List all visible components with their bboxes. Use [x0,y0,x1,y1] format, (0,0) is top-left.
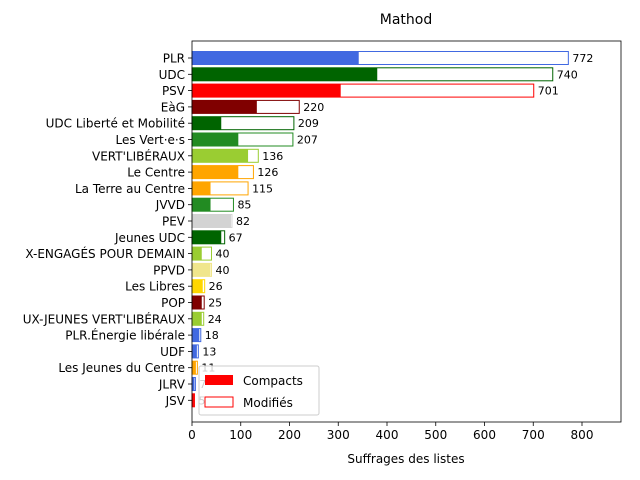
bar-compacts [192,247,202,261]
bar-compacts [192,296,202,309]
x-tick-label: 500 [424,428,447,442]
x-axis: 0 100 200 300 400 500 600 700 800 [188,422,593,442]
y-tick-label: PLR.Énergie libérale [65,328,185,343]
y-tick-label: PSV [162,84,186,98]
data-label: 126 [257,166,278,179]
y-tick-label: Les Libres [125,280,185,294]
data-label: 220 [303,101,324,114]
y-tick-label: Les Vert·e·s [116,133,186,147]
y-tick-label: JLRV [158,378,186,392]
bar-compacts [192,377,195,391]
bar-compacts [192,133,239,146]
data-label: 85 [237,199,251,212]
bar-compacts [192,84,341,98]
legend: Compacts Modifiés [198,365,320,416]
bar-compacts [192,149,249,163]
y-tick-labels: PLR UDC PSV EàG UDC Liberté et Mobilité Les V… [23,52,192,408]
bar-compacts [192,279,203,293]
data-label: 115 [252,182,273,195]
y-tick-label: Le Centre [127,166,185,180]
y-tick-label: Jeunes UDC [114,231,185,245]
x-tick-label: 100 [229,428,252,442]
legend-swatch-compacts [205,375,233,385]
data-label: 82 [236,215,250,228]
bar-compacts [192,312,202,326]
x-tick-label: 300 [327,428,350,442]
y-tick-label: UDC [159,68,185,82]
x-tick-label: 600 [473,428,496,442]
y-tick-label: POP [161,296,185,310]
bars-layer [191,51,569,408]
data-label: 24 [208,313,222,326]
y-tick-label: PLR [163,52,185,66]
y-tick-label: X-ENGAGÉS POUR DEMAIN [25,246,185,261]
x-tick-label: 700 [522,428,545,442]
data-label: 136 [262,150,283,163]
bar-compacts [192,100,257,114]
bar-compacts [192,263,211,277]
y-tick-label: La Terre au Centre [75,182,185,196]
y-tick-label: UDC Liberté et Mobilité [46,117,185,131]
y-tick-label: JSV [165,394,186,408]
bar-compacts [192,230,222,244]
y-tick-label: PEV [162,215,186,229]
data-label: 25 [208,297,222,310]
y-tick-label: PPVD [153,263,185,277]
data-label: 740 [557,68,578,81]
data-label: 40 [216,264,230,277]
bar-compacts [192,344,197,358]
data-label: 13 [202,345,216,358]
y-tick-label: Les Jeunes du Centre [58,361,185,375]
bar-compacts [192,181,211,195]
data-label: 772 [572,52,593,65]
bar-compacts [192,116,222,130]
bar-compacts [192,198,211,212]
plot-frame [191,40,622,423]
x-tick-label: 800 [571,428,594,442]
data-label: 701 [538,85,559,98]
y-tick-label: UX-JEUNES VERT'LIBÉRAUX [23,311,185,326]
y-tick-label: JVVD [155,198,185,212]
chart-title: Mathod [380,12,432,28]
bar-compacts [192,393,194,407]
y-tick-label: UDF [160,345,185,359]
bar-compacts [192,67,378,81]
legend-swatch-modifies [204,396,234,408]
x-tick-label: 400 [376,428,399,442]
data-label: 207 [297,134,318,147]
bar-compacts [192,328,200,342]
x-tick-label: 200 [278,428,301,442]
bar-compacts [192,214,231,228]
x-tick-label: 0 [188,428,196,442]
data-label: 40 [216,248,230,261]
bar-compacts [192,361,196,375]
data-label: 209 [298,117,319,130]
y-tick-label: EàG [161,100,185,114]
bar-compacts [192,51,359,65]
legend-label-modifies: Modifiés [243,396,293,410]
bar-compacts [192,165,239,179]
data-label: 67 [229,231,243,244]
legend-label-compacts: Compacts [243,374,303,388]
data-label: 18 [205,329,219,342]
y-tick-label: VERT'LIBÉRAUX [92,148,185,163]
data-label: 26 [209,280,223,293]
x-axis-title: Suffrages des listes [347,452,464,466]
